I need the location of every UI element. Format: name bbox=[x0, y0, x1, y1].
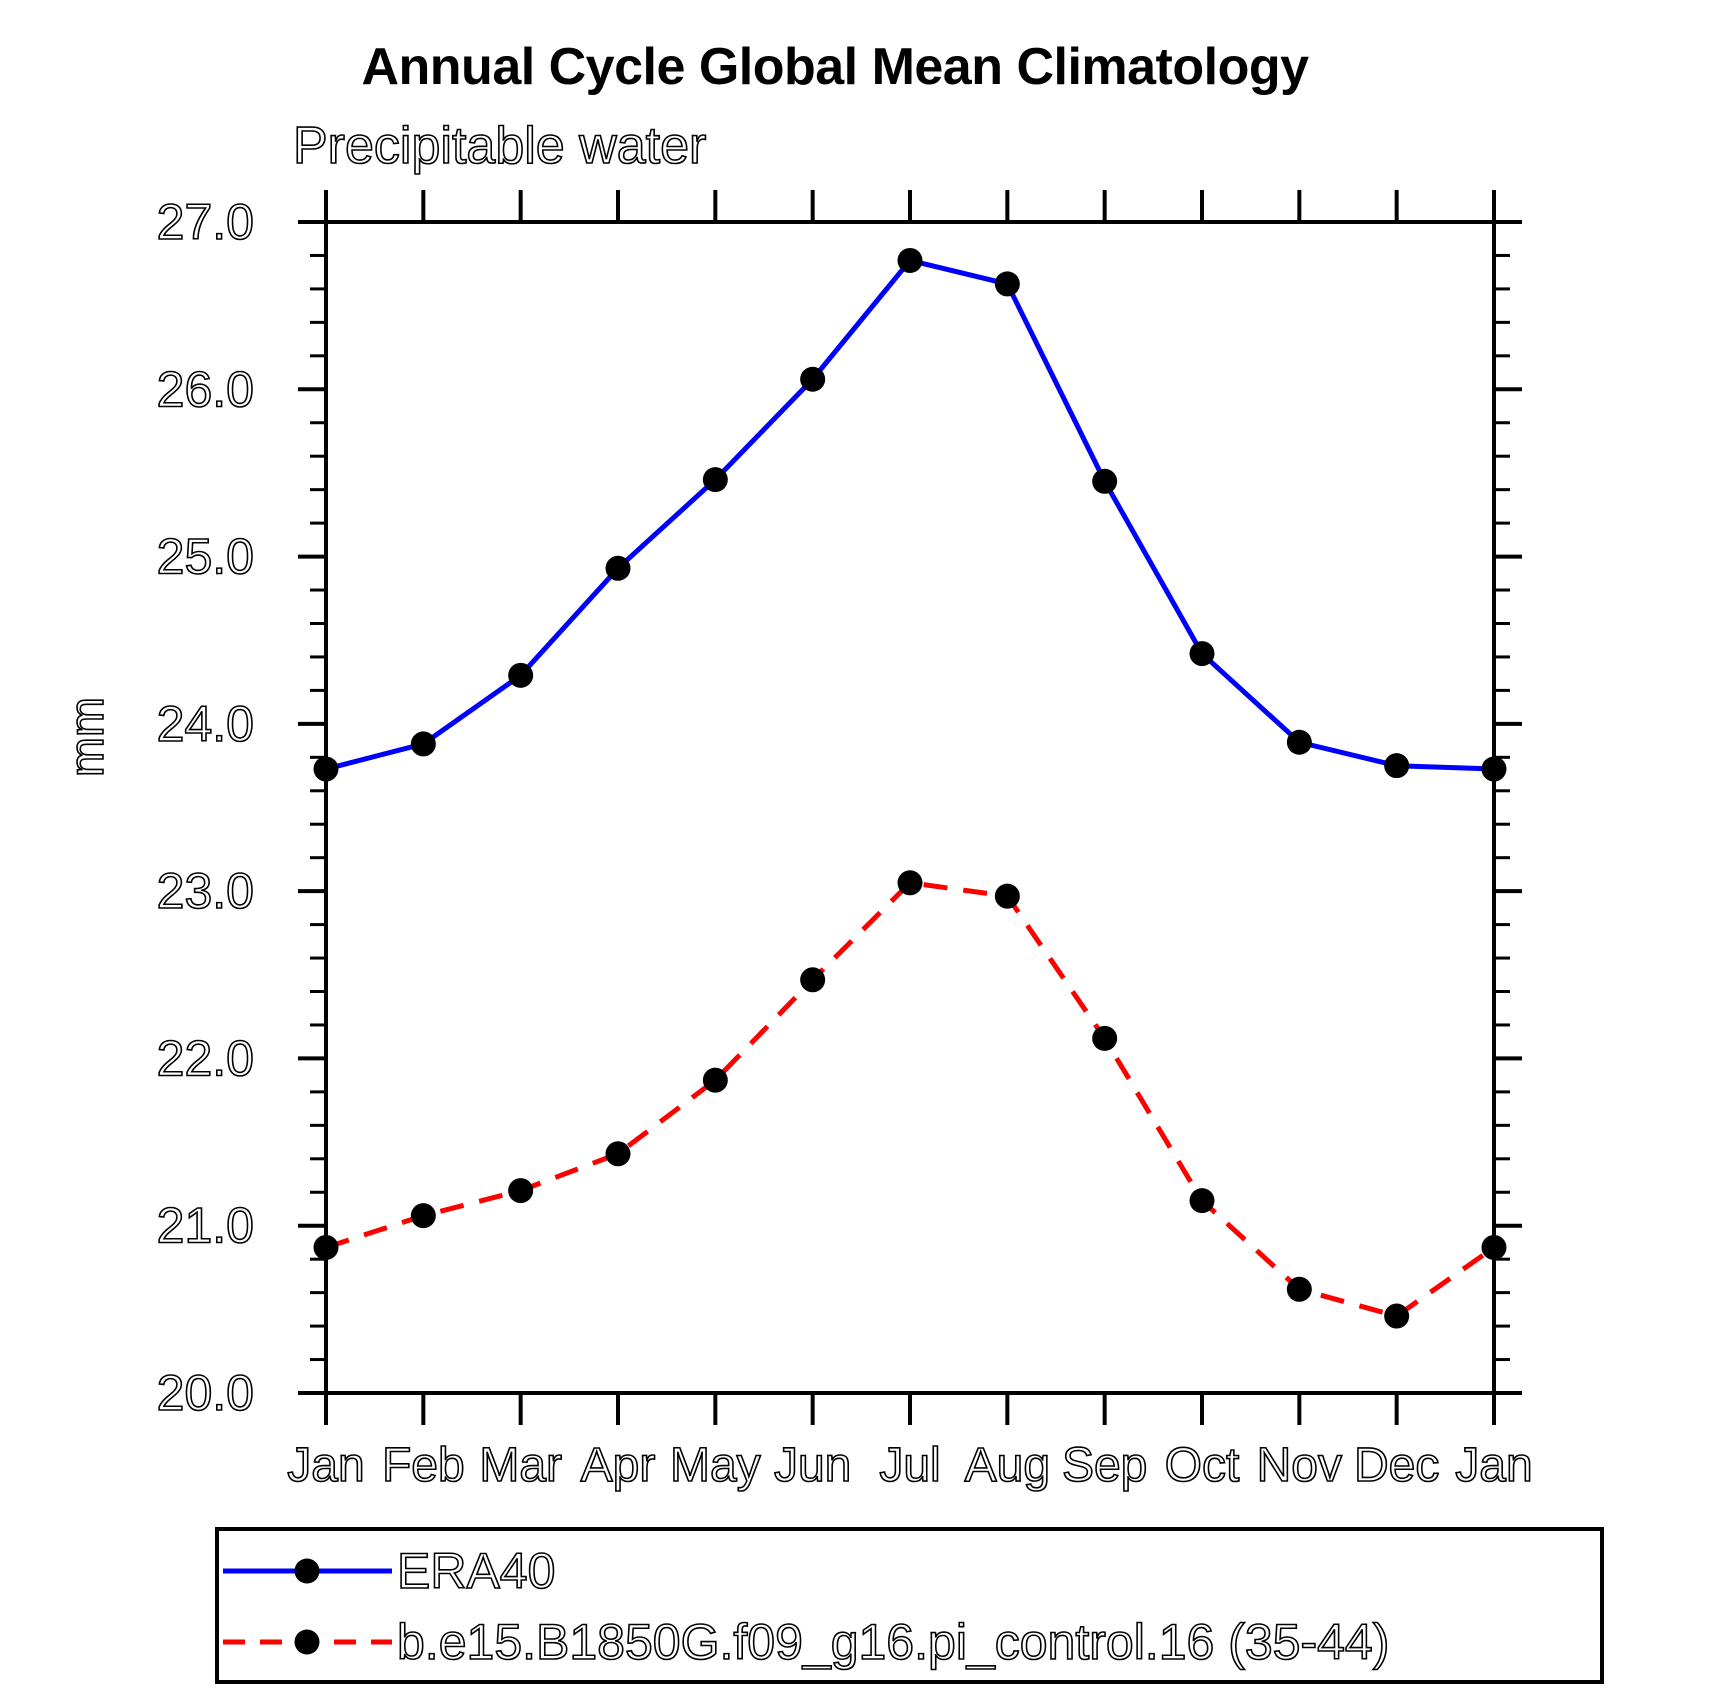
chart-title: Annual Cycle Global Mean Climatology bbox=[361, 38, 1309, 96]
series-line-1 bbox=[325, 880, 1496, 1319]
data-point-marker bbox=[313, 756, 339, 782]
data-point-marker bbox=[313, 1234, 339, 1260]
x-tick-label: Feb bbox=[382, 1439, 465, 1492]
data-point-marker bbox=[1481, 1234, 1507, 1260]
data-point-marker bbox=[1286, 729, 1312, 755]
legend-label-1: b.e15.B1850G.f09_g16.pi_control.16 (35-4… bbox=[397, 1614, 1389, 1670]
data-point-marker bbox=[1384, 1303, 1410, 1329]
y-tick-label: 23.0 bbox=[157, 863, 254, 919]
y-tick-label: 27.0 bbox=[157, 194, 254, 250]
data-point-marker bbox=[702, 1067, 728, 1093]
x-tick-label: Nov bbox=[1257, 1439, 1342, 1492]
legend-label-0: ERA40 bbox=[397, 1543, 555, 1599]
data-point-marker bbox=[508, 1178, 534, 1204]
legend-marker-1 bbox=[294, 1629, 320, 1655]
x-tick-label: Sep bbox=[1062, 1439, 1147, 1492]
x-tick-label: Aug bbox=[965, 1439, 1050, 1492]
data-point-marker bbox=[605, 1141, 631, 1167]
x-tick-label: Jan bbox=[1455, 1439, 1532, 1492]
x-tick-label: Jun bbox=[774, 1439, 851, 1492]
data-series bbox=[313, 247, 1507, 1329]
data-point-marker bbox=[994, 883, 1020, 909]
data-point-marker bbox=[1092, 468, 1118, 494]
y-tick-label: 21.0 bbox=[157, 1198, 254, 1254]
data-point-marker bbox=[605, 555, 631, 581]
data-point-marker bbox=[508, 662, 534, 688]
x-tick-label: Apr bbox=[581, 1439, 656, 1492]
data-point-marker bbox=[410, 731, 436, 757]
data-point-marker bbox=[702, 467, 728, 493]
chart-subtitle: Precipitable water bbox=[293, 117, 706, 175]
data-point-marker bbox=[1092, 1025, 1118, 1051]
data-point-marker bbox=[800, 967, 826, 993]
x-tick-label: Oct bbox=[1165, 1439, 1240, 1492]
data-point-marker bbox=[1481, 756, 1507, 782]
y-tick-label: 20.0 bbox=[157, 1365, 254, 1421]
data-point-marker bbox=[800, 366, 826, 392]
y-tick-label: 25.0 bbox=[157, 529, 254, 585]
x-tick-label: Mar bbox=[479, 1439, 562, 1492]
y-axis-label: mm bbox=[61, 697, 114, 777]
x-tick-label: Dec bbox=[1354, 1439, 1439, 1492]
data-point-marker bbox=[1189, 1188, 1215, 1214]
data-point-marker bbox=[410, 1203, 436, 1229]
series-line-0 bbox=[325, 257, 1495, 772]
axes: 20.0 21.0 22.0 23.0 24.0 25.0 26.0 27.0 Jan Feb Ma… bbox=[156, 190, 1533, 1493]
x-tick-label: May bbox=[670, 1439, 761, 1492]
plot-box bbox=[324, 220, 1496, 1395]
x-tick-label: Jul bbox=[879, 1439, 940, 1492]
y-tick-label: 24.0 bbox=[157, 696, 254, 752]
data-point-marker bbox=[897, 870, 923, 896]
data-point-marker bbox=[994, 271, 1020, 297]
data-point-marker bbox=[1189, 641, 1215, 667]
data-point-marker bbox=[1384, 753, 1410, 779]
x-tick-label: Jan bbox=[287, 1439, 364, 1492]
y-tick-label: 26.0 bbox=[157, 361, 254, 417]
legend-box bbox=[215, 1527, 1604, 1684]
y-tick-label: 22.0 bbox=[157, 1030, 254, 1086]
data-point-marker bbox=[1286, 1276, 1312, 1302]
legend: ERA40 b.e15.B1850G.f09_g16.pi_control.16 … bbox=[215, 1527, 1604, 1684]
legend-marker-0 bbox=[294, 1558, 320, 1584]
data-point-marker bbox=[897, 247, 923, 273]
